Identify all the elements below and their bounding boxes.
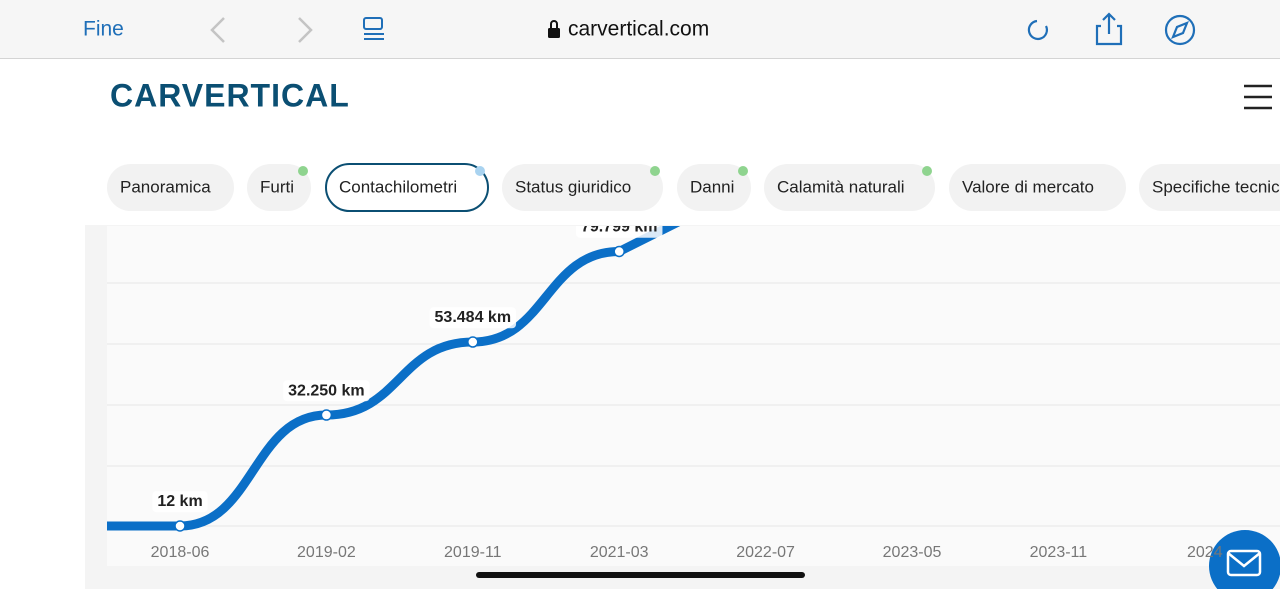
- point: [467, 336, 479, 348]
- grid: [107, 282, 1280, 527]
- tab[interactable]: [107, 164, 234, 211]
- share-button[interactable]: [1095, 12, 1123, 46]
- chat-button[interactable]: [1209, 530, 1280, 594]
- tab[interactable]: [247, 164, 311, 211]
- tab[interactable]: [325, 163, 489, 212]
- status-dot: [922, 166, 932, 176]
- x-tick-label: 2023-11: [1030, 544, 1088, 561]
- data-label-bg: [429, 307, 517, 329]
- data-label: 12 km: [157, 493, 202, 510]
- x-tick-label: 2018-06: [151, 544, 210, 561]
- status-dot: [475, 166, 485, 176]
- forward-button[interactable]: [298, 17, 313, 43]
- tab[interactable]: [764, 164, 935, 211]
- status-dot: [738, 166, 748, 176]
- data-label: 53.484 km: [435, 309, 512, 326]
- plot: 12 km 32.250 km 53.484 km 79.799 km: [107, 219, 681, 532]
- tab-label[interactable]: Panoramica: [120, 177, 211, 196]
- status-dot: [298, 166, 308, 176]
- home-indicator: [476, 572, 805, 578]
- tab[interactable]: [502, 164, 663, 211]
- data-label-bg: [575, 226, 663, 238]
- data-label: 32.250 km: [288, 382, 365, 399]
- x-tick-label: 2019-02: [297, 544, 356, 561]
- status-dot: [650, 166, 660, 176]
- point: [320, 409, 333, 421]
- url[interactable]: carvertical.com: [568, 18, 709, 41]
- tab-label[interactable]: Specifiche tecniche: [1152, 177, 1280, 196]
- tab-label[interactable]: Contachilometri: [339, 177, 457, 196]
- data-label: 79.799 km: [581, 219, 658, 236]
- line: [175, 246, 624, 531]
- tab-label[interactable]: Calamità naturali: [777, 177, 905, 196]
- reload-button[interactable]: [1027, 19, 1048, 41]
- x-tick-label: 2022-07: [736, 544, 795, 561]
- data-label-bg: [283, 380, 370, 402]
- x-tick-label: 2021-03: [590, 544, 649, 561]
- logo[interactable]: CARVERTICAL: [110, 77, 350, 113]
- done-button[interactable]: Fine: [83, 18, 124, 41]
- tab-label[interactable]: Status giuridico: [515, 177, 631, 196]
- menu-button[interactable]: [1244, 84, 1272, 110]
- tab-label[interactable]: Furti: [260, 177, 294, 196]
- reader-button[interactable]: [363, 17, 384, 40]
- point: [613, 245, 625, 258]
- compass-button[interactable]: [1164, 14, 1196, 46]
- x-tick-label: 2019-11: [444, 544, 502, 561]
- data-label-bg: [152, 491, 208, 513]
- x-tick-label: 2023-05: [883, 544, 942, 561]
- back-button[interactable]: [210, 17, 225, 43]
- tab[interactable]: [949, 164, 1126, 211]
- tab-label[interactable]: Valore di mercato: [962, 177, 1094, 196]
- tab[interactable]: [1139, 164, 1280, 211]
- tab-label[interactable]: Danni: [690, 177, 734, 196]
- point: [174, 520, 186, 532]
- tabs: Panoramica Furti Contachilometri Status giu…: [107, 163, 1280, 212]
- lock-icon: [548, 20, 560, 38]
- tab[interactable]: [677, 164, 751, 211]
- chart-area: [107, 226, 1280, 566]
- x-tick-label: 2024: [1187, 544, 1223, 561]
